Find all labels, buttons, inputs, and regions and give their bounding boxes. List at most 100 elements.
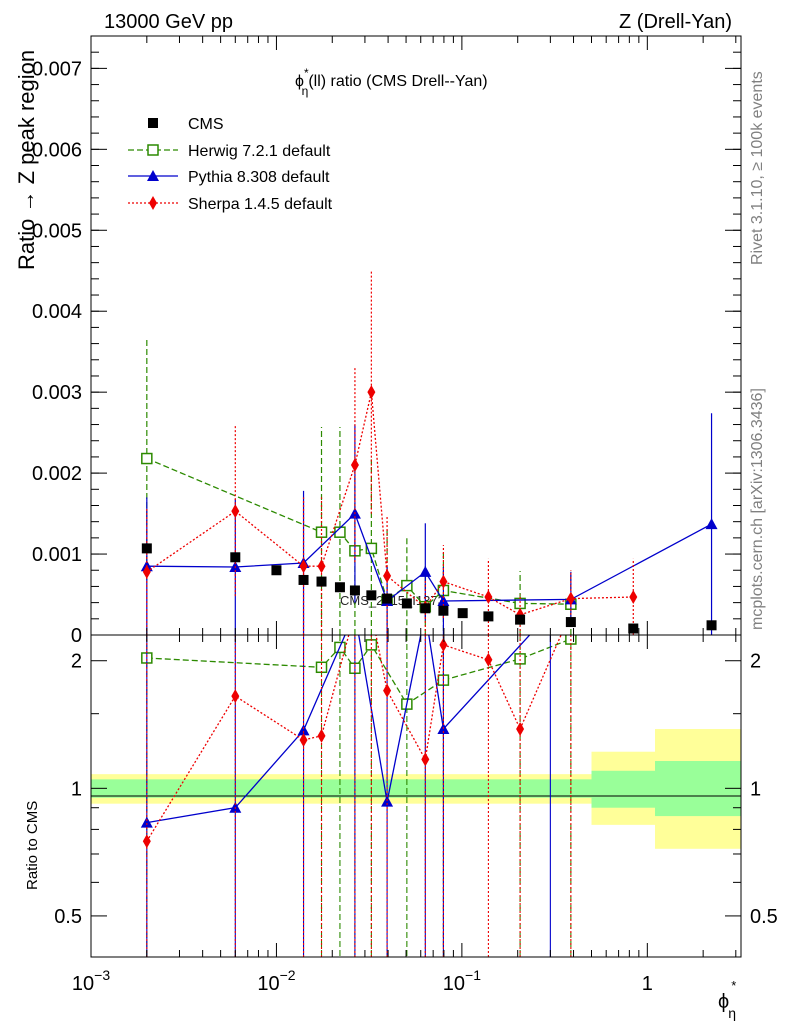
cms-point [271,565,282,576]
sherpa-ratio-point [142,834,151,849]
axes-ticks: 10−3 10−2 10−1 1 0 0.001 0.002 0.003 0.004 0.005 0… [32,35,778,995]
sherpa-point [439,574,448,589]
cms-point [401,598,412,609]
series-sherpa [142,270,638,635]
pythia-ratio-point [297,724,310,736]
sherpa-point [350,458,359,473]
sherpa-ratio-point [516,722,525,737]
legend-item-cms: CMS [148,116,224,133]
x-tick-label: 10−1 [443,967,481,995]
cms-point [706,620,717,631]
sherpa-point [317,559,326,574]
pythia-ratio-point [140,816,153,828]
cms-point [628,623,639,634]
sherpa-ratio-line [146,635,562,842]
mcplots-side-label: mcplots.cern.ch [arXiv:1306.3436] [749,388,766,630]
ratio-panel-frame [90,634,742,958]
legend-label-herwig: Herwig 7.2.1 default [188,143,331,160]
top-panel-series [140,270,718,635]
cms-point [565,617,576,628]
sherpa-ratio-point [484,652,493,667]
sherpa-point [367,385,376,400]
y-tick-label: 0 [71,625,82,647]
ratio-y-tick-label: 1 [71,778,82,800]
cms-point [230,552,241,563]
ratio-y-tick-label-right: 1 [750,778,761,800]
legend-marker-herwig [147,144,159,156]
sherpa-ratio-point [421,752,430,767]
y-tick-label: 0.002 [32,463,82,485]
cms-point [382,593,393,604]
x-tick-label: 10−3 [72,967,110,995]
svg-text:Ratio → Z peak region: Ratio → Z peak region [14,50,39,270]
y-tick-label: 0.005 [32,220,82,242]
ratio-y-tick-label-right: 2 [750,651,761,673]
cms-point [316,576,327,587]
legend-item-pythia: Pythia 8.308 default [128,169,330,186]
header-left: 13000 GeV pp [104,11,233,33]
legend-label-sherpa: Sherpa 1.4.5 default [188,196,333,213]
sherpa-point [566,591,575,606]
legend-item-herwig: Herwig 7.2.1 default [128,143,331,160]
cms-uncertainty-bands [91,729,741,849]
band-inner-segment [591,770,656,808]
legend-marker-cms [148,118,158,128]
pythia-point [419,565,432,577]
ratio-y-tick-label: 0.5 [54,906,82,928]
legend-marker-pythia [147,170,159,181]
plot-title: ϕ* η(ll) ratio (CMS Drell--Yan) [295,66,488,98]
header-right: Z (Drell-Yan) [619,11,732,33]
ratio-y-tick-label-right: 0.5 [750,906,778,928]
rivet-side-label: Rivet 3.1.10, ≥ 100k events [749,71,766,265]
svg-text:ϕ*η(ll) ratio (CMS Drell--Yan): ϕ* η(ll) ratio (CMS Drell--Yan) [295,66,488,98]
svg-text:Rivet 3.1.10, ≥ 100k events: Rivet 3.1.10, ≥ 100k events [749,71,766,265]
ratio-y-tick-label: 2 [71,651,82,673]
x-axis-label: ϕ* η [718,978,736,1021]
legend-label-cms: CMS [188,116,224,133]
cms-point [349,585,360,596]
series-cms [141,543,717,634]
y-tick-label: 0.003 [32,382,82,404]
cms-point [298,574,309,585]
y-tick-label: 0.004 [32,301,82,323]
cms-point [515,614,526,625]
cms-point [438,605,449,616]
cms-point [420,603,431,614]
pythia-ratio-point [381,795,394,807]
cms-point [141,543,152,554]
sherpa-point [142,564,151,579]
legend-item-sherpa: Sherpa 1.4.5 default [128,196,333,213]
sherpa-ratio-point [231,689,240,704]
x-tick-label: 10−2 [257,967,295,995]
band-inner-segment [91,779,592,798]
legend-marker-sherpa [149,196,157,210]
sherpa-ratio-point [439,637,448,652]
herwig-point [365,542,378,555]
y-tick-label: 0.007 [32,58,82,80]
sherpa-point [299,559,308,574]
cms-point [483,611,494,622]
ylabel-bottom: Ratio to CMS [24,801,41,890]
legend: CMS Herwig 7.2.1 default Pythia 8.308 defa… [128,116,333,213]
cms-point [334,582,345,593]
herwig-point [315,526,328,538]
ratio-panel-series [140,635,577,957]
sherpa-point [383,568,392,583]
y-tick-label: 0.006 [32,139,82,161]
pythia-point [705,518,718,530]
sherpa-ratio-point [383,683,392,698]
sherpa-point [231,504,240,519]
svg-text:ϕ*η: ϕ* η [718,978,736,1021]
svg-text:Ratio to CMS: Ratio to CMS [24,801,41,890]
cms-point [457,608,468,619]
x-tick-label: 1 [642,973,653,995]
herwig-line [146,457,571,608]
svg-text:mcplots.cern.ch [arXiv:1306.34: mcplots.cern.ch [arXiv:1306.3436] [749,388,766,630]
ratio-series-sherpa [142,635,572,957]
sherpa-point [484,589,493,604]
herwig-point [141,452,153,465]
legend-label-pythia: Pythia 8.308 default [188,169,330,186]
sherpa-point [629,589,638,604]
sherpa-line [146,392,634,616]
y-tick-label: 0.001 [32,544,82,566]
